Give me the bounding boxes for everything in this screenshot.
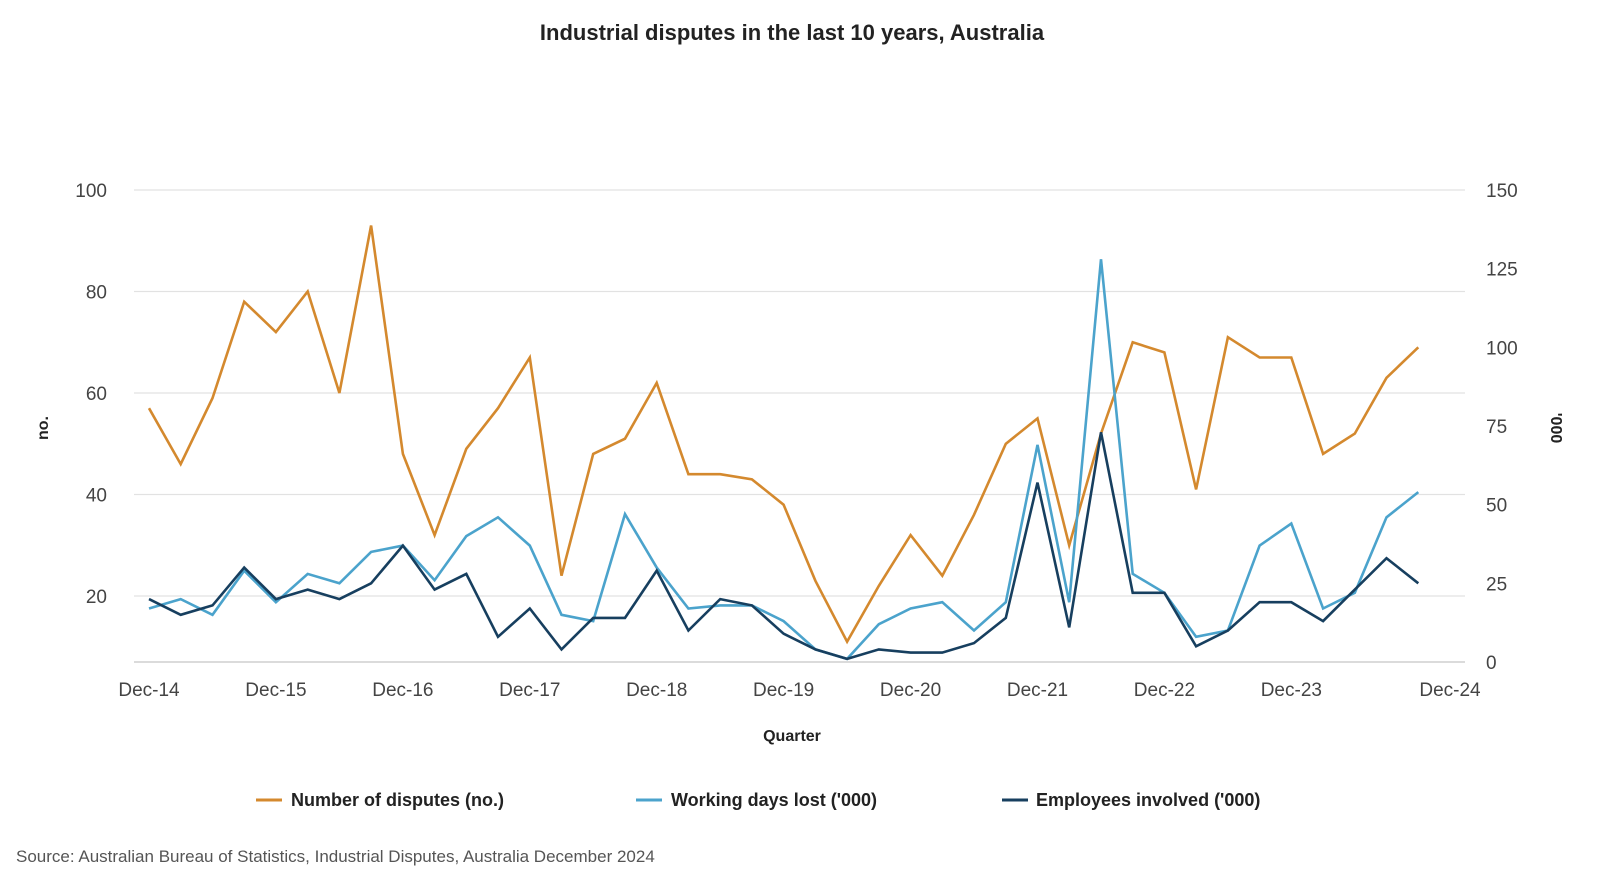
legend: Number of disputes (no.) Working days lo… [256,790,1260,810]
x-tick-label: Dec-16 [372,680,433,701]
series-lines [147,225,1420,661]
left-y-axis-label: no. [35,416,52,440]
left-y-tick-label: 80 [86,283,107,304]
series-line-disputes [147,225,1420,645]
right-y-tick-label: 100 [1486,338,1518,359]
x-tick-label: Dec-18 [626,680,687,701]
x-tick-label: Dec-17 [499,680,560,701]
series-line-working-days [148,259,1420,661]
left-y-tick-label: 40 [86,486,107,507]
left-y-tick-label: 100 [75,181,107,202]
series-line-employees [148,432,1420,661]
left-y-axis-ticks: 20 40 60 80 100 [75,181,107,608]
right-y-axis-ticks: 0 25 50 75 100 125 150 [1486,181,1518,674]
legend-label-disputes: Number of disputes (no.) [291,790,504,810]
x-tick-label: Dec-24 [1419,680,1481,701]
x-axis-ticks: Dec-14 Dec-15 Dec-16 Dec-17 Dec-18 Dec-19 Dec-… [118,680,1481,701]
legend-label-employees: Employees involved ('000) [1036,790,1260,810]
right-y-tick-label: 75 [1486,417,1507,438]
x-tick-label: Dec-14 [118,680,180,701]
right-y-tick-label: 150 [1486,181,1518,202]
x-tick-label: Dec-19 [753,680,814,701]
left-y-tick-label: 20 [86,587,107,608]
legend-item-employees[interactable]: Employees involved ('000) [1002,790,1260,810]
chart-title: Industrial disputes in the last 10 years… [540,20,1045,45]
legend-item-disputes[interactable]: Number of disputes (no.) [256,790,504,810]
x-tick-label: Dec-23 [1261,680,1322,701]
legend-label-working-days: Working days lost ('000) [671,790,877,810]
x-tick-label: Dec-20 [880,680,941,701]
x-tick-label: Dec-15 [245,680,306,701]
right-y-tick-label: 50 [1486,496,1507,517]
right-y-tick-label: 25 [1486,574,1507,595]
x-tick-label: Dec-21 [1007,680,1068,701]
left-y-tick-label: 60 [86,384,107,405]
right-y-axis-label: '000 [1547,413,1564,444]
x-axis-label: Quarter [763,728,821,745]
legend-item-working-days[interactable]: Working days lost ('000) [636,790,877,810]
right-y-tick-label: 0 [1486,653,1497,674]
gridlines [134,189,1465,663]
right-y-tick-label: 125 [1486,260,1518,281]
x-tick-label: Dec-22 [1134,680,1195,701]
source-note: Source: Australian Bureau of Statistics,… [16,847,655,866]
